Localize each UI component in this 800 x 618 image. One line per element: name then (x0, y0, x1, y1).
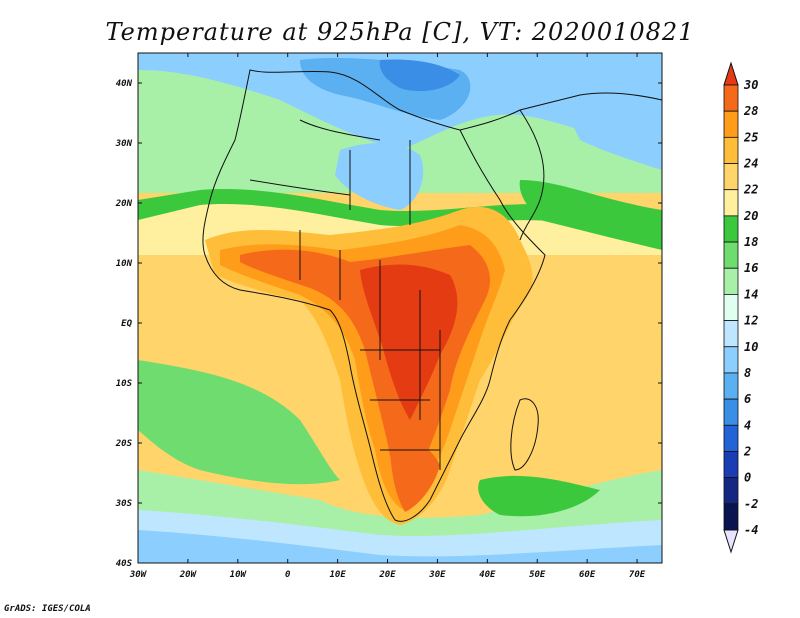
latitude-label: EQ (121, 319, 132, 329)
temperature-field (138, 53, 662, 563)
colorbar-label: 16 (744, 261, 758, 275)
colorbar-label: 12 (744, 314, 758, 328)
longitude-label: 30W (129, 570, 148, 580)
colorbar-band (723, 320, 739, 348)
grads-credit: GrADS: IGES/COLA (4, 604, 91, 614)
latitude-label: 30S (115, 499, 133, 509)
longitude-label: 70E (629, 570, 646, 580)
latitude-label: 30N (115, 139, 133, 149)
colorbar-label: 18 (744, 235, 758, 249)
colorbar-label: 14 (744, 287, 758, 301)
colorbar-bottom-arrow (723, 529, 739, 554)
longitude-label: 40E (479, 570, 496, 580)
colorbar-band (723, 451, 739, 479)
colorbar-label: 6 (744, 392, 751, 406)
latitude-label: 40S (116, 559, 133, 569)
colorbar-band (723, 110, 739, 138)
latitude-label: 10N (116, 259, 133, 269)
colorbar-label: 4 (744, 418, 751, 432)
longitude-label: 60E (579, 570, 596, 580)
colorbar-label: 25 (743, 130, 758, 144)
colorbar-label: 30 (743, 78, 758, 92)
latitude-label: 40N (116, 79, 133, 89)
longitude-label: 30E (428, 570, 446, 580)
longitude-label: 10E (329, 570, 346, 580)
longitude-label: 0 (285, 570, 291, 580)
colorbar-band (723, 163, 739, 191)
colorbar-label: 20 (743, 209, 758, 223)
latitude-labels: 40N 30N 20N 10N EQ 10S 20S 30S 40S (115, 79, 133, 569)
colorbar-label: 0 (744, 471, 751, 485)
axis-ticks (137, 53, 662, 564)
colorbar-label: -4 (744, 523, 758, 537)
colorbar-label: 28 (743, 104, 758, 118)
map-title: Temperature at 925hPa [C], VT: 202001082… (105, 18, 695, 46)
colorbar-band (723, 215, 739, 243)
colorbar-top-arrow (723, 61, 739, 86)
longitude-label: 20E (378, 570, 396, 580)
longitude-label: 20W (179, 570, 198, 580)
colorbar-label: 10 (744, 340, 758, 354)
longitude-label: 50E (529, 570, 546, 580)
plot-frame (137, 52, 663, 564)
longitude-labels: 30W 20W 10W 0 10E 20E 30E 40E 50E 60E 70E (129, 570, 646, 580)
colorbar (723, 61, 739, 554)
colorbar-band (723, 372, 739, 400)
coastlines (202, 69, 662, 522)
colorbar-band (723, 294, 739, 321)
colorbar-band (723, 267, 739, 295)
colorbar-band (723, 241, 739, 269)
colorbar-label: 8 (744, 366, 751, 380)
colorbar-label: 22 (743, 183, 758, 197)
colorbar-band (723, 477, 739, 505)
colorbar-label: 2 (743, 444, 751, 458)
latitude-label: 10S (116, 379, 133, 389)
colorbar-band (723, 189, 739, 217)
latitude-label: 20S (115, 439, 133, 449)
colorbar-band (723, 346, 739, 374)
colorbar-band (723, 398, 739, 426)
colorbar-band (723, 503, 739, 531)
colorbar-band (723, 136, 739, 164)
colorbar-band (723, 424, 739, 452)
colorbar-band (723, 84, 739, 112)
colorbar-label: -2 (744, 497, 758, 511)
colorbar-label: 24 (743, 157, 758, 171)
longitude-label: 10W (230, 570, 248, 580)
latitude-label: 20N (115, 199, 133, 209)
